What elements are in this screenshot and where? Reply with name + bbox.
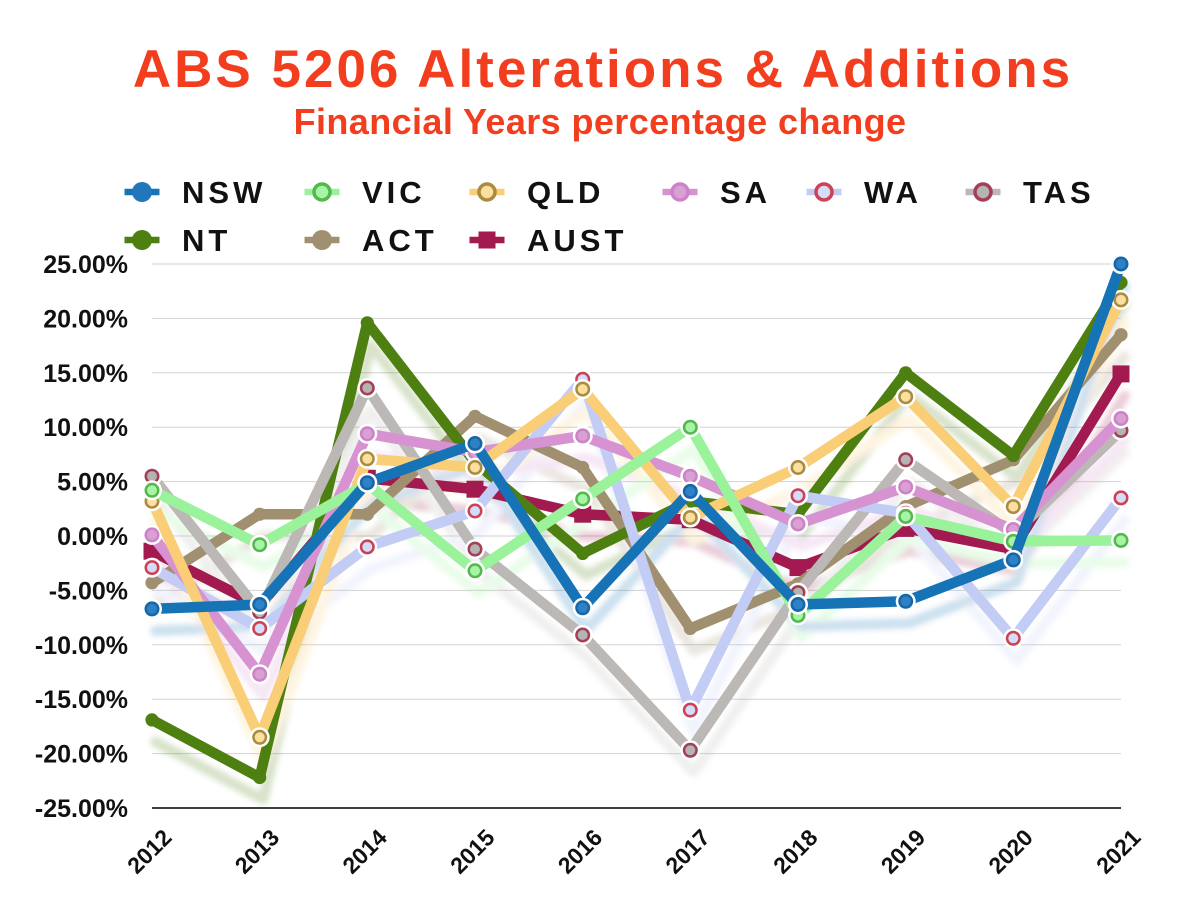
svg-text:-25.00%: -25.00% <box>35 795 128 823</box>
svg-text:15.00%: 15.00% <box>43 360 128 388</box>
svg-text:25.00%: 25.00% <box>43 251 128 279</box>
svg-text:AUST: AUST <box>527 223 627 258</box>
svg-text:-15.00%: -15.00% <box>35 686 128 714</box>
svg-text:NT: NT <box>182 223 231 258</box>
svg-text:TAS: TAS <box>1023 175 1095 210</box>
svg-text:VIC: VIC <box>362 175 426 210</box>
svg-text:ABS 5206 Alterations & Additio: ABS 5206 Alterations & Additions <box>133 40 1073 99</box>
svg-text:NSW: NSW <box>182 175 266 210</box>
svg-text:5.00%: 5.00% <box>57 469 128 497</box>
svg-text:ACT: ACT <box>362 223 438 258</box>
svg-text:QLD: QLD <box>527 175 604 210</box>
svg-text:-20.00%: -20.00% <box>35 741 128 769</box>
svg-text:SA: SA <box>720 175 771 210</box>
svg-text:10.00%: 10.00% <box>43 414 128 442</box>
svg-text:20.00%: 20.00% <box>43 305 128 333</box>
svg-text:0.00%: 0.00% <box>57 523 128 551</box>
svg-text:WA: WA <box>864 175 922 210</box>
svg-text:Financial Years percentage cha: Financial Years percentage change <box>294 101 907 142</box>
svg-text:-5.00%: -5.00% <box>49 577 128 605</box>
svg-text:-10.00%: -10.00% <box>35 632 128 660</box>
